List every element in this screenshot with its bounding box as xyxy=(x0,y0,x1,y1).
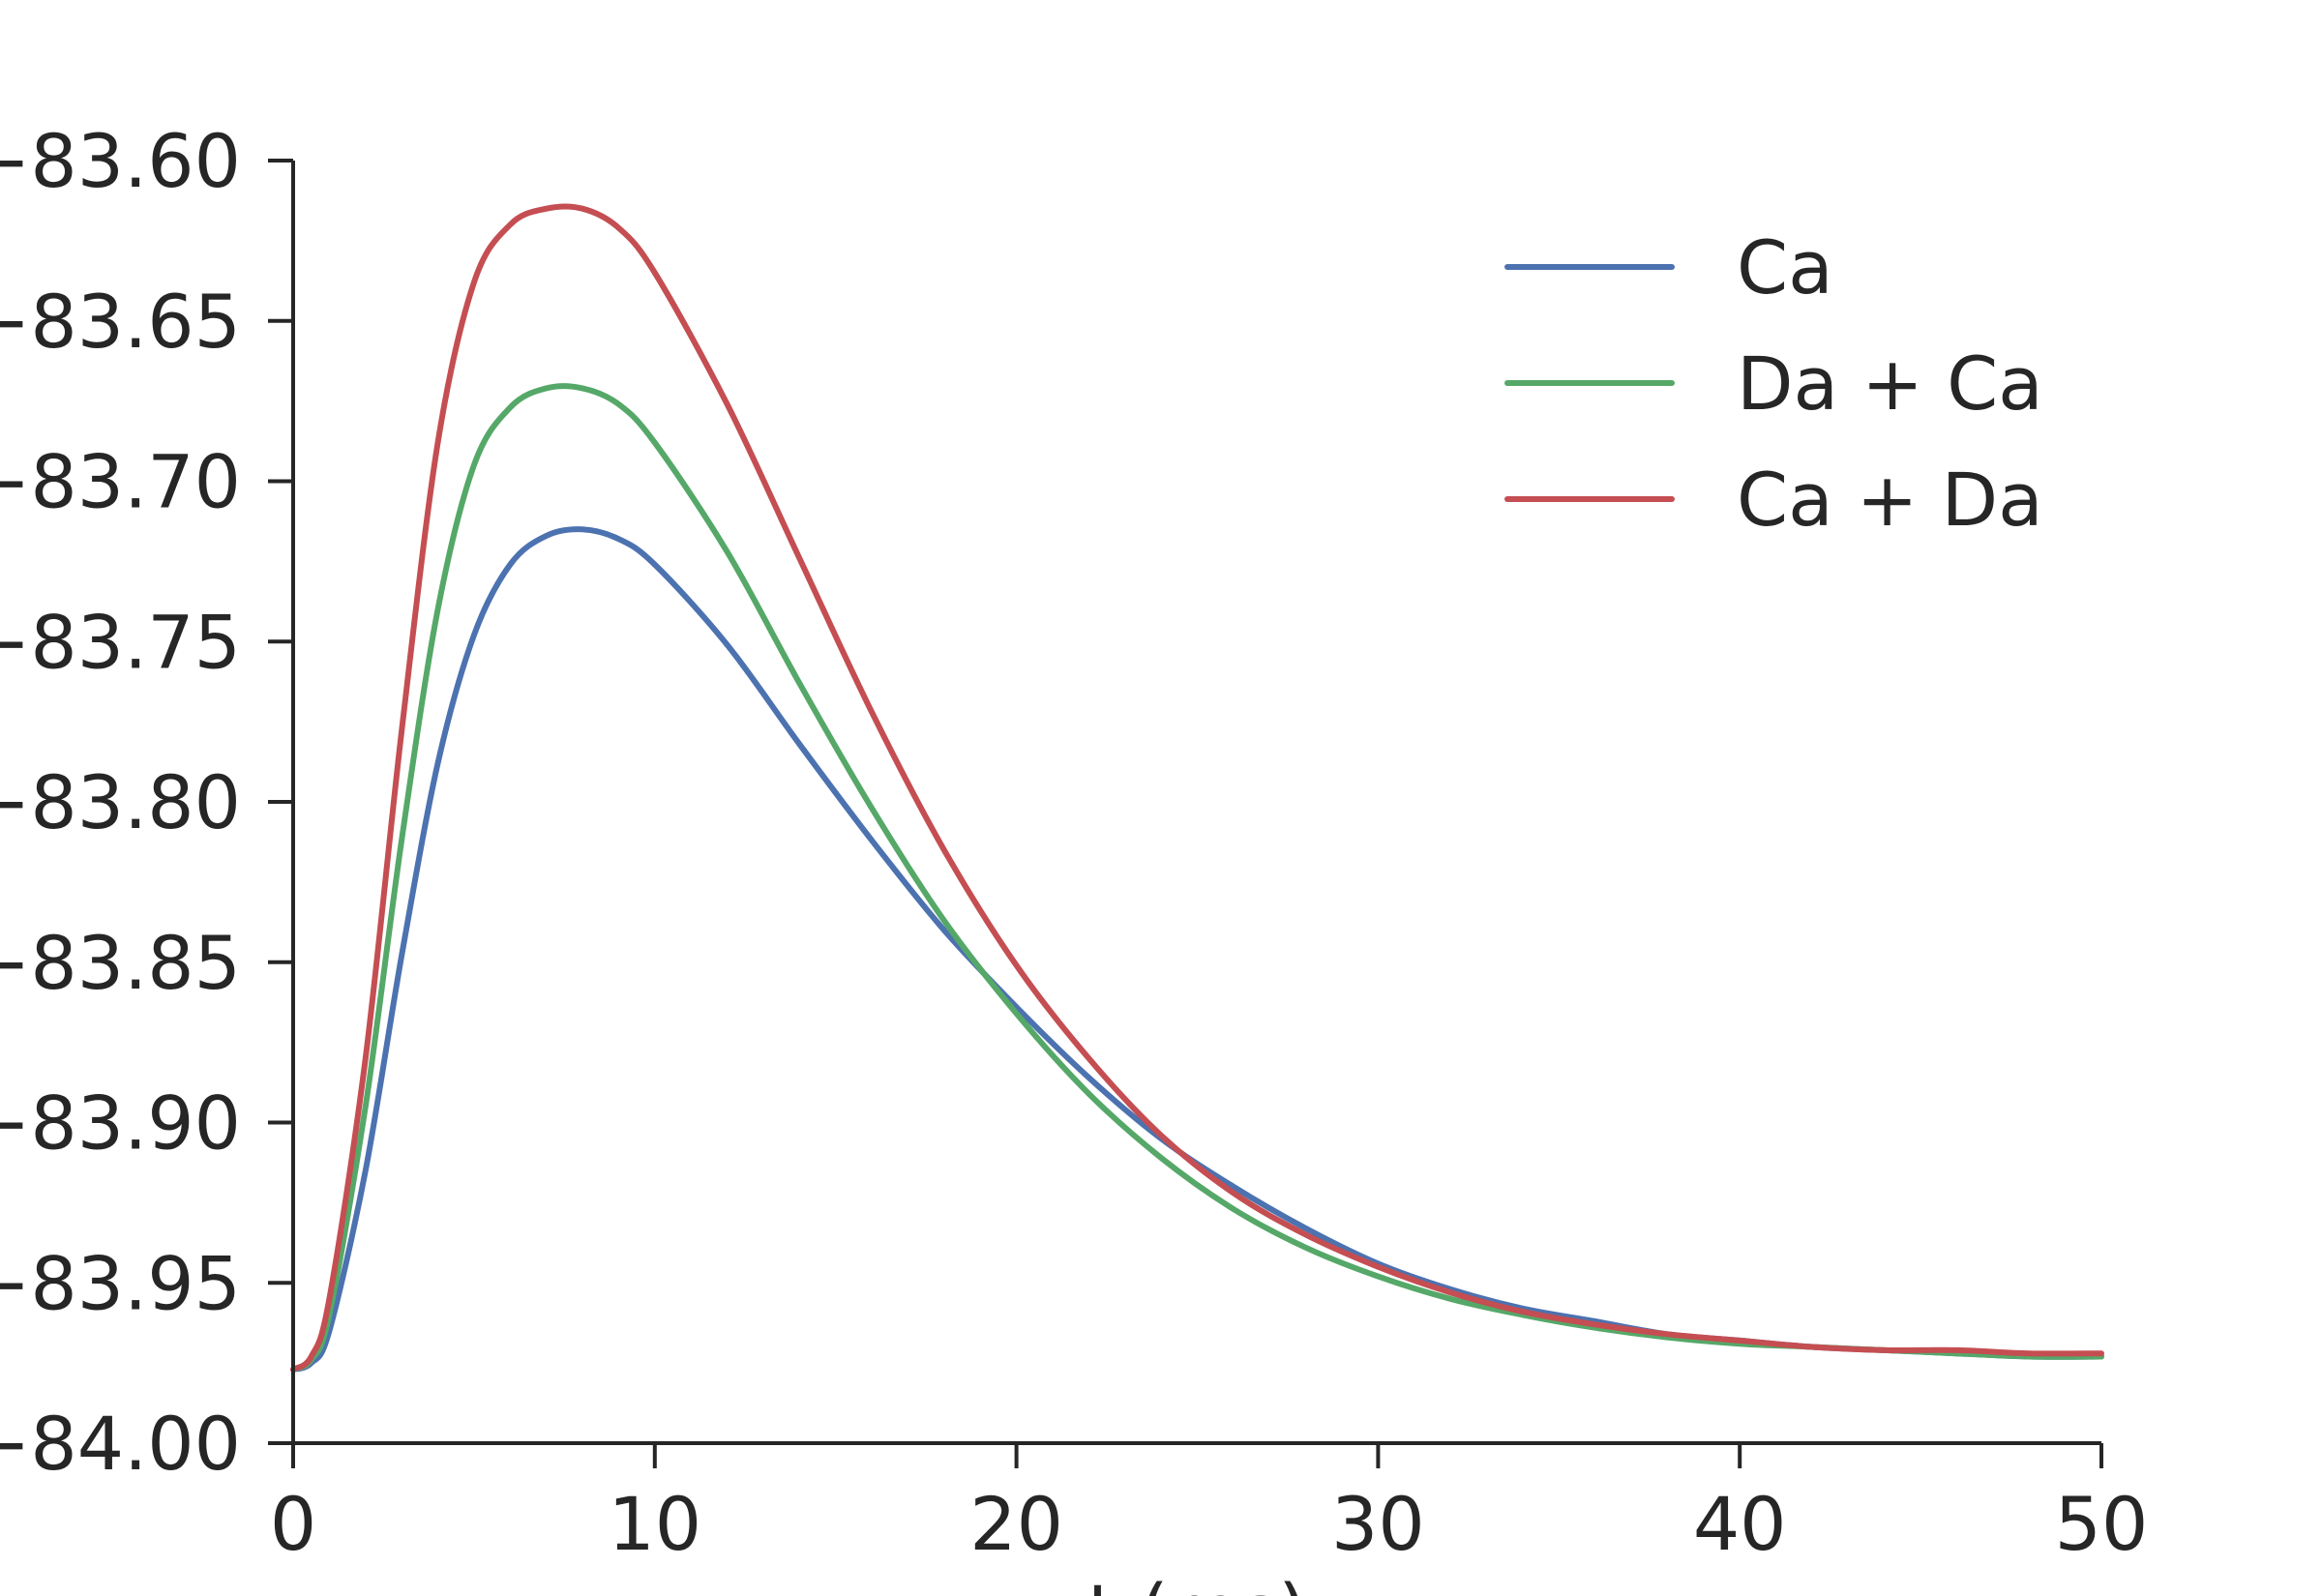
x-tick-label: 0 xyxy=(270,1481,316,1567)
y-tick-label: −83.65 xyxy=(0,279,241,365)
y-ticks: −83.60 −83.65 −83.70 −83.75 −83.80 −83.85 −83.… xyxy=(0,118,293,1487)
legend-label: Ca xyxy=(1737,224,1833,310)
y-tick-label: −83.60 xyxy=(0,118,241,204)
x-tick-label: 10 xyxy=(608,1481,701,1567)
legend-label: Da + Ca xyxy=(1737,340,2043,427)
legend: Ca Da + Ca Ca + Da xyxy=(1504,224,2043,543)
x-tick-label: 40 xyxy=(1693,1481,1787,1567)
x-tick-label: 20 xyxy=(969,1481,1063,1567)
legend-label: Ca + Da xyxy=(1737,457,2043,543)
series-layer xyxy=(290,203,2104,1373)
y-tick-label: −84.00 xyxy=(0,1401,241,1487)
y-tick-label: −83.70 xyxy=(0,439,241,525)
series-line-ca xyxy=(290,526,2104,1373)
y-tick-label: −83.90 xyxy=(0,1080,241,1167)
y-tick-label: −83.85 xyxy=(0,920,241,1006)
y-tick-label: −83.95 xyxy=(0,1240,241,1326)
x-ticks: 0 10 20 30 40 50 xyxy=(270,1443,2149,1567)
axes-layer: −83.60 −83.65 −83.70 −83.75 −83.80 −83.85 −83.… xyxy=(0,118,2148,1596)
y-tick-label: −83.80 xyxy=(0,759,241,845)
series-line-da-ca xyxy=(290,383,2104,1373)
x-tick-label: 50 xyxy=(2055,1481,2149,1567)
y-tick-label: −83.75 xyxy=(0,599,241,685)
x-tick-label: 30 xyxy=(1331,1481,1425,1567)
series-line-ca-da xyxy=(290,203,2104,1373)
x-axis-title: t (ms) xyxy=(1087,1568,1307,1596)
